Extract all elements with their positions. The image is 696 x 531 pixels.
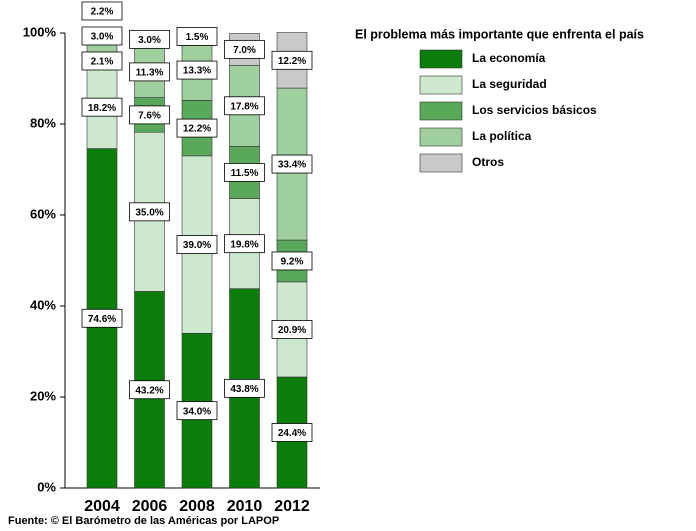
value-label-box: [176, 401, 218, 421]
x-tick-label: 2012: [274, 498, 310, 515]
value-label: 19.8%: [230, 239, 258, 250]
value-label: 74.6%: [88, 314, 116, 325]
value-label-box: [176, 235, 218, 254]
value-label: 13.3%: [183, 66, 211, 77]
legend-label: La seguridad: [472, 77, 547, 91]
source: Fuente: © El Barómetro de las Américas p…: [8, 515, 279, 527]
value-label: 43.8%: [230, 384, 258, 395]
x-tick-label: 2010: [227, 498, 263, 515]
value-label-box: [271, 320, 313, 339]
value-label: 9.2%: [281, 257, 304, 268]
value-label: 3.0%: [138, 35, 161, 46]
value-label-box: [271, 251, 313, 271]
legend-swatch: [419, 101, 463, 121]
value-label: 20.9%: [278, 325, 306, 336]
x-tick-label: 2008: [179, 498, 215, 515]
value-label-box: [271, 154, 313, 174]
value-label: 18.2%: [88, 103, 116, 114]
legend-label: Los servicios básicos: [472, 103, 597, 117]
value-label-box: [129, 29, 170, 49]
value-label-box: [129, 105, 170, 125]
legend-swatch: [419, 127, 463, 147]
value-label: 33.4%: [278, 160, 306, 171]
value-label: 35.0%: [135, 207, 163, 218]
value-label-box: [224, 234, 265, 254]
value-label-box: [224, 39, 265, 59]
legend-swatch: [419, 75, 463, 95]
value-label: 24.4%: [278, 428, 306, 439]
value-label: 1.5%: [186, 32, 209, 43]
value-label: 7.0%: [233, 45, 256, 56]
y-tick-label: 100%: [23, 24, 57, 39]
legend-title: El problema más importante que enfrenta …: [355, 27, 644, 41]
y-tick-label: 0%: [37, 479, 56, 494]
value-label: 43.2%: [135, 385, 163, 396]
legend-label: La política: [472, 129, 532, 143]
value-label-box: [129, 202, 170, 222]
y-tick-label: 40%: [30, 297, 56, 312]
value-label-box: [224, 96, 265, 116]
value-label-box: [81, 308, 123, 328]
value-label-box: [81, 1, 123, 21]
x-tick-label: 2006: [132, 498, 168, 515]
value-label: 11.5%: [231, 168, 259, 179]
legend-label: Otros: [472, 155, 504, 169]
value-label: 11.3%: [136, 68, 164, 79]
value-label-box: [129, 380, 170, 400]
x-tick-label: 2004: [84, 498, 120, 515]
value-label-box: [271, 423, 313, 442]
value-label: 12.2%: [183, 124, 211, 135]
value-label: 7.6%: [138, 111, 161, 122]
value-label: 17.8%: [230, 101, 258, 112]
legend-swatch: [419, 49, 463, 69]
value-label-box: [176, 60, 218, 80]
value-label: 34.0%: [183, 406, 211, 417]
value-label: 12.2%: [278, 56, 306, 67]
value-label-box: [176, 27, 218, 46]
y-tick-label: 80%: [30, 115, 56, 130]
y-tick-label: 60%: [30, 206, 56, 221]
value-label: 2.1%: [91, 57, 114, 68]
value-label: 2.2%: [91, 7, 114, 18]
value-label-box: [176, 118, 218, 138]
value-label-box: [271, 50, 313, 70]
legend-label: La economía: [472, 51, 546, 65]
y-tick-label: 20%: [30, 388, 56, 403]
value-label-box: [224, 378, 265, 398]
value-label-box: [224, 163, 265, 182]
value-label-box: [81, 51, 123, 71]
value-label: 3.0%: [91, 32, 114, 43]
legend-swatch: [419, 153, 463, 173]
value-label-box: [81, 97, 123, 117]
value-label-box: [81, 26, 123, 46]
value-label: 39.0%: [183, 240, 211, 251]
value-label-box: [129, 62, 170, 82]
